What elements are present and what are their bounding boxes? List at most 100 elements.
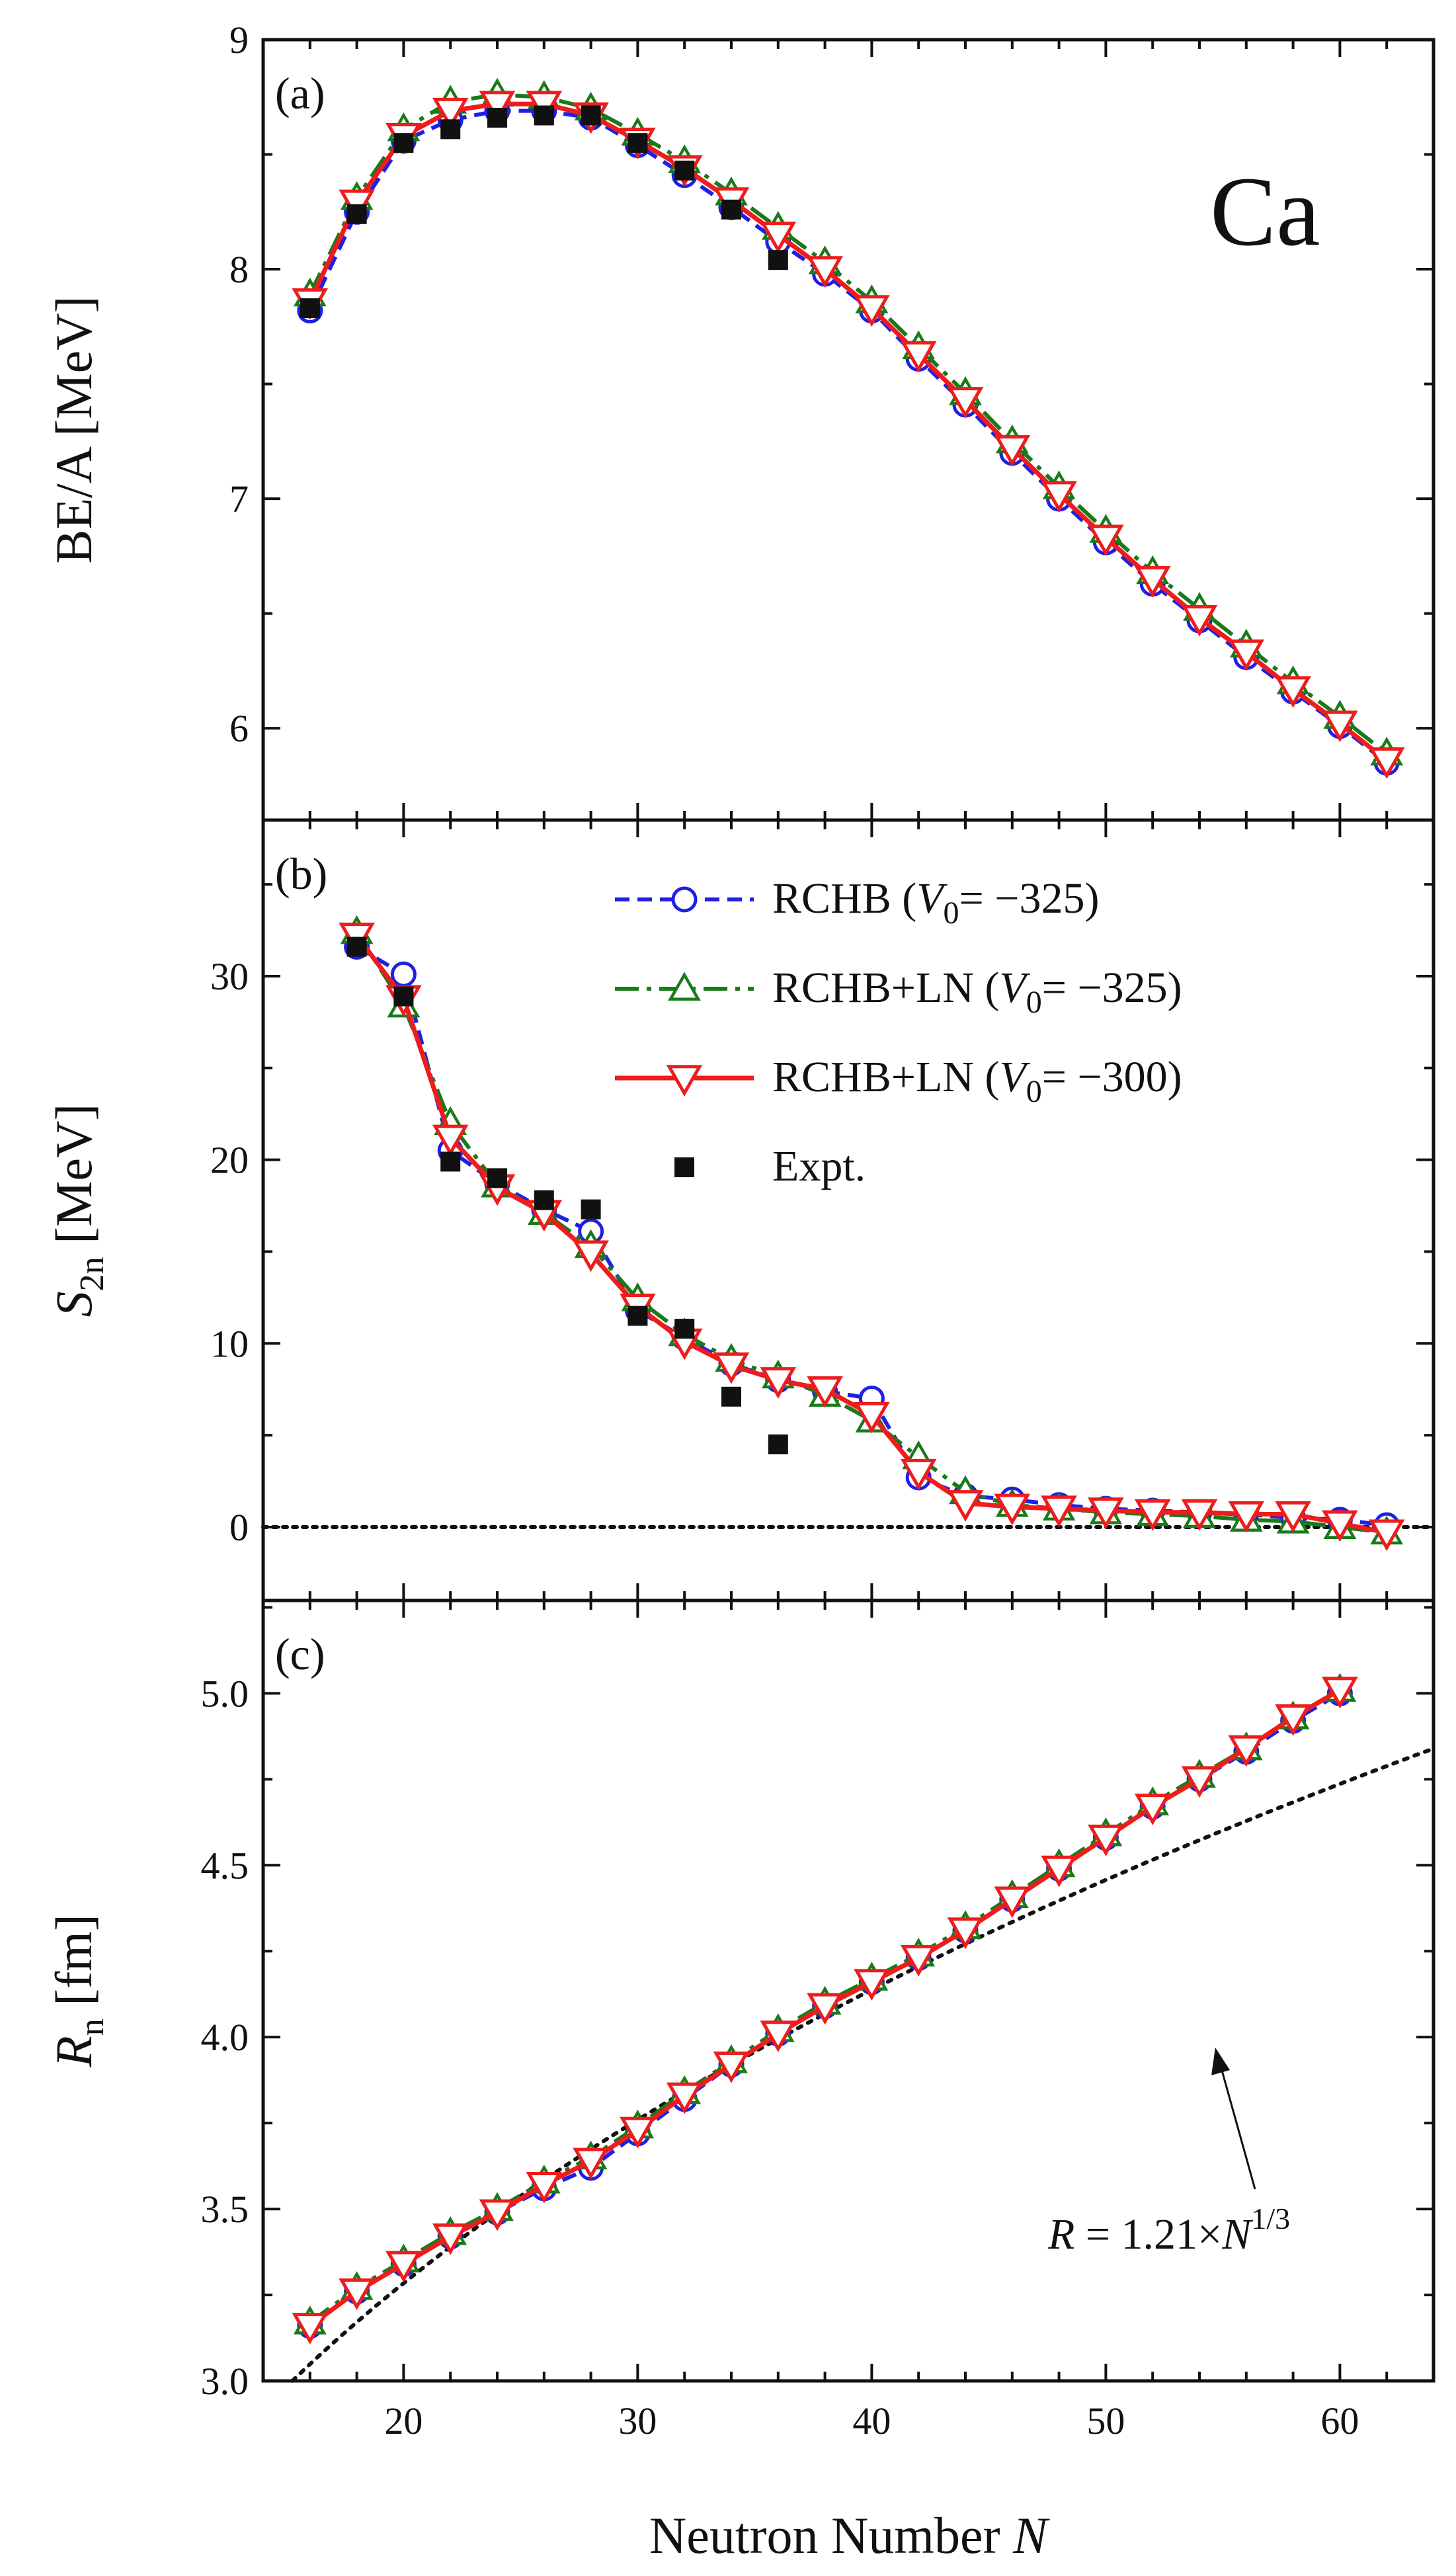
data-point-rchb_ln300 bbox=[713, 2052, 750, 2083]
data-point-rchb_ln300 bbox=[760, 2020, 797, 2053]
data-point-rchb_ln300 bbox=[1228, 639, 1265, 671]
data-point-expt bbox=[581, 105, 601, 126]
legend-marker-rchb bbox=[671, 886, 698, 913]
panel-label: (a) bbox=[275, 68, 325, 118]
y-tick-label: 3.0 bbox=[201, 2360, 249, 2403]
data-point-rchb_ln300 bbox=[807, 1993, 843, 2025]
y-axis-label: S2n [MeV] bbox=[45, 1104, 111, 1317]
data-point-rchb_ln300 bbox=[1322, 710, 1358, 743]
plot-frame bbox=[261, 1599, 1436, 2383]
y-tick-label: 3.5 bbox=[201, 2188, 249, 2231]
plot-frame bbox=[261, 818, 1436, 1602]
data-point-expt bbox=[440, 1151, 461, 1172]
data-point-rchb_ln300 bbox=[807, 256, 843, 288]
data-point-rchb_ln300 bbox=[994, 1886, 1031, 1919]
x-axis: 20 30 40 50 60 Neutron Number N bbox=[384, 2399, 1359, 2564]
y-tick-label: 0 bbox=[229, 1506, 249, 1549]
y-tick-label: 10 bbox=[210, 1322, 249, 1365]
data-point-rchb_ln300 bbox=[900, 1944, 937, 1977]
data-point-rchb_ln300 bbox=[1368, 747, 1405, 779]
legend-label-rchb_ln300: RCHB+LN (V0= −300) bbox=[772, 1053, 1182, 1109]
reference-curve-1.21-n13 bbox=[290, 1746, 1436, 2383]
data-point-rchb_ln300 bbox=[1041, 1855, 1077, 1888]
data-point-expt bbox=[627, 1306, 648, 1326]
overlay: Ca RCHB (V0= −325) RCHB+LN (V0= −325) RCHB+… bbox=[615, 157, 1320, 2259]
data-point-expt bbox=[721, 199, 741, 220]
data-point-rchb_ln300 bbox=[385, 2251, 422, 2283]
data-point-rchb_ln300 bbox=[339, 2278, 375, 2310]
panel-c: 3.0 3.5 4.0 4.5 5.0 Rn [fm] (c) bbox=[45, 1599, 1436, 2403]
legend-marker-rchb_ln325 bbox=[668, 972, 701, 1001]
y-tick-label: 9 bbox=[229, 19, 249, 62]
y-tick-label: 20 bbox=[210, 1139, 249, 1182]
data-point-expt bbox=[721, 1386, 741, 1407]
legend-label-expt: Expt. bbox=[772, 1142, 866, 1190]
data-point-rchb_ln300 bbox=[1088, 524, 1124, 557]
data-point-rchb_ln300 bbox=[1322, 1510, 1358, 1542]
data-point-rchb_ln300 bbox=[1134, 1499, 1171, 1531]
reference-curve-annotation: R = 1.21×N1/3 bbox=[1047, 2202, 1290, 2259]
data-point-rchb_ln300 bbox=[900, 341, 937, 373]
data-point-rchb_ln300 bbox=[1322, 1677, 1358, 1709]
legend-marker-expt bbox=[674, 1157, 694, 1177]
panel-label: (c) bbox=[275, 1629, 325, 1679]
annotation-arrow-shaft bbox=[1219, 2063, 1256, 2190]
data-point-rchb_ln300 bbox=[1368, 1519, 1405, 1552]
y-axis-label: Rn [fm] bbox=[45, 1914, 111, 2068]
data-point-rchb bbox=[390, 961, 417, 987]
data-point-rchb_ln300 bbox=[1134, 565, 1171, 598]
data-point-rchb_ln300 bbox=[1228, 1735, 1265, 1767]
data-point-expt bbox=[487, 1168, 507, 1188]
data-point-rchb_ln300 bbox=[994, 435, 1031, 467]
data-point-rchb_ln300 bbox=[854, 295, 890, 327]
data-point-rchb_ln300 bbox=[573, 2147, 609, 2180]
y-tick-label: 7 bbox=[229, 478, 249, 520]
y-axis-label: BE/A [MeV] bbox=[45, 296, 102, 563]
panel-b: 0 10 20 30 S2n [MeV] (b) bbox=[45, 818, 1436, 1602]
data-point-expt bbox=[674, 160, 695, 181]
y-tick-label: 5.0 bbox=[201, 1672, 249, 1715]
data-point-rchb_ln300 bbox=[1088, 1497, 1124, 1529]
data-point-rchb_ln300 bbox=[1181, 604, 1218, 637]
data-point-rchb_ln300 bbox=[1041, 1495, 1077, 1528]
legend-label-rchb: RCHB (V0= −325) bbox=[772, 874, 1099, 931]
data-point-expt bbox=[581, 1199, 601, 1220]
data-point-expt bbox=[534, 1190, 554, 1210]
data-point-expt bbox=[300, 298, 320, 319]
data-point-rchb_ln300 bbox=[432, 97, 469, 130]
data-point-expt bbox=[768, 250, 788, 270]
data-point-rchb_ln300 bbox=[1041, 481, 1077, 513]
data-point-rchb_ln300 bbox=[292, 2313, 329, 2345]
data-point-expt bbox=[393, 133, 414, 153]
data-point-expt bbox=[534, 105, 554, 126]
y-tick-label: 6 bbox=[229, 707, 249, 750]
data-point-rchb_ln300 bbox=[760, 222, 797, 254]
data-point-rchb_ln300 bbox=[947, 1917, 984, 1950]
data-point-expt bbox=[674, 1319, 695, 1339]
series-line-rchb bbox=[356, 945, 1387, 1528]
data-point-expt bbox=[768, 1434, 788, 1454]
data-point-rchb_ln300 bbox=[1228, 1501, 1265, 1533]
data-point-rchb_ln300 bbox=[526, 2171, 563, 2204]
data-point-rchb_ln300 bbox=[854, 1969, 890, 2001]
data-point-rchb_ln300 bbox=[1088, 1824, 1124, 1856]
y-tick-label: 8 bbox=[229, 248, 249, 291]
data-point-rchb_ln300 bbox=[760, 1367, 797, 1399]
y-tick-label: 4.5 bbox=[201, 1844, 249, 1887]
data-point-rchb_ln300 bbox=[1181, 1766, 1218, 1798]
x-axis-label: Neutron Number N bbox=[649, 2507, 1050, 2564]
panel-label: (b) bbox=[275, 849, 327, 899]
panel-a: 6 7 8 9 BE/A [MeV] (a) bbox=[45, 19, 1436, 822]
data-point-rchb_ln300 bbox=[1275, 676, 1311, 708]
data-point-expt bbox=[346, 936, 367, 957]
x-tick-label: 40 bbox=[852, 2399, 891, 2442]
data-point-rchb_ln300 bbox=[620, 2116, 656, 2149]
data-point-rchb_ln300 bbox=[713, 1352, 750, 1384]
data-point-rchb_ln300 bbox=[1275, 1704, 1311, 1736]
data-point-rchb_ln300 bbox=[666, 2082, 703, 2114]
data-point-rchb_ln300 bbox=[807, 1376, 843, 1408]
data-point-rchb_ln300 bbox=[900, 1458, 937, 1491]
series-line-rchb_ln300 bbox=[354, 934, 1387, 1535]
x-tick-label: 30 bbox=[618, 2399, 657, 2442]
